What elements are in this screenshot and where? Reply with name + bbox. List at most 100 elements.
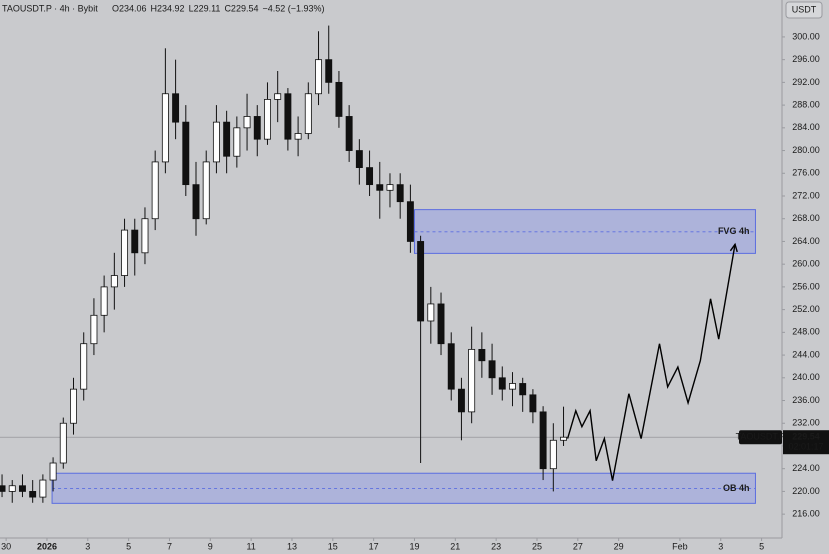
candle-body [325, 59, 333, 83]
y-tick-label: 284.00 [792, 122, 820, 132]
candle-body [192, 184, 200, 220]
y-tick-label: 252.00 [792, 304, 820, 314]
y-tick-label: 264.00 [792, 236, 820, 246]
y-tick-label: 256.00 [792, 281, 820, 291]
candle-body [406, 201, 414, 242]
x-tick-label: 30 [1, 541, 11, 551]
candle-body [366, 167, 374, 186]
x-tick-label: 2026 [37, 541, 57, 551]
x-tick-label: 27 [573, 541, 583, 551]
ohlc-value: O234.06 [112, 3, 147, 13]
candle-body [488, 360, 496, 379]
x-tick-label: 15 [328, 541, 338, 551]
candle-body [161, 93, 169, 163]
y-tick-label: 296.00 [792, 54, 820, 64]
candle-body [29, 491, 37, 498]
candle-body [560, 436, 567, 441]
candle-body [284, 93, 292, 140]
candle-body [274, 93, 282, 100]
zone-box [51, 472, 756, 504]
y-tick-label: 248.00 [792, 327, 820, 337]
x-tick-label: 3 [85, 541, 90, 551]
x-tick-label: Feb [672, 541, 688, 551]
price-tag-value: 229.54 [792, 432, 820, 442]
candle-body [39, 479, 47, 498]
x-tick-label: 17 [369, 541, 379, 551]
candle-body [243, 116, 251, 129]
candle-body [335, 81, 343, 117]
zone-label: OB 4h [723, 483, 750, 493]
y-tick-label: 220.00 [792, 486, 820, 496]
candle-body [172, 93, 180, 123]
candle-body [437, 303, 445, 345]
candle-body [468, 348, 476, 413]
y-tick-label: 244.00 [792, 349, 820, 359]
candle-body [100, 286, 108, 316]
x-tick-label: 3 [718, 541, 723, 551]
candle-body [396, 184, 404, 203]
candle-body [223, 121, 231, 157]
y-tick-label: 216.00 [792, 509, 820, 519]
candle-body [427, 303, 435, 322]
ohlc-value: H234.92 [151, 3, 185, 13]
candle-body [182, 121, 190, 186]
candle-body [386, 184, 394, 191]
candle-body [49, 462, 57, 481]
candle-body [417, 241, 425, 322]
x-tick-label: 5 [759, 541, 764, 551]
x-tick-label: 9 [208, 541, 213, 551]
y-tick-label: 272.00 [792, 190, 820, 200]
candle-body [264, 99, 271, 140]
y-tick-label: 276.00 [792, 168, 820, 178]
projection-arrowhead [729, 242, 738, 253]
y-tick-label: 240.00 [792, 372, 820, 382]
zone-label: FVG 4h [718, 226, 750, 236]
candle-body [80, 343, 88, 390]
candle-body [519, 383, 527, 396]
x-tick-label: 5 [126, 541, 131, 551]
y-tick-label: 260.00 [792, 259, 820, 269]
candle-body [202, 161, 210, 220]
candle-body [90, 314, 98, 345]
candle-body [345, 116, 353, 151]
x-tick-label: 7 [167, 541, 172, 551]
candle-body [498, 377, 506, 390]
countdown: 02:01:17 [788, 442, 823, 452]
y-tick-label: 236.00 [792, 395, 820, 405]
price-tag [783, 430, 829, 455]
candle-body [447, 343, 455, 390]
candle-body [315, 59, 322, 95]
currency-button[interactable] [785, 1, 823, 19]
x-tick-label: 19 [409, 541, 419, 551]
x-tick-label: 23 [491, 541, 501, 551]
ohlc-value: C229.54 [224, 3, 258, 13]
x-tick-label: 11 [246, 541, 255, 551]
candle-body [355, 150, 363, 168]
candle-body [529, 394, 537, 413]
y-tick-label: 280.00 [792, 145, 820, 155]
y-tick-label: 300.00 [792, 31, 820, 41]
candle-body [549, 439, 557, 470]
symbol-tag [739, 430, 782, 445]
x-tick-label: 29 [614, 541, 624, 551]
y-tick-label: 292.00 [792, 77, 820, 87]
candle-body [478, 348, 486, 362]
candle-body [141, 218, 149, 254]
candle-body [70, 388, 77, 424]
currency[interactable]: USDT [792, 4, 817, 14]
candle-body [110, 275, 118, 288]
candle-body [233, 127, 241, 157]
candle-body [294, 133, 302, 140]
ohlc-value: −4.52 (−1.93%) [262, 3, 324, 13]
candle-body [509, 383, 516, 390]
candle-body [121, 229, 129, 276]
y-tick-label: 268.00 [792, 213, 820, 223]
x-tick-label: 13 [287, 541, 297, 551]
candle-body [253, 116, 261, 140]
projection-path [566, 244, 736, 481]
candle-body [457, 388, 465, 413]
candle-body [212, 121, 220, 163]
candle-body [151, 161, 159, 220]
x-tick-label: 21 [450, 541, 460, 551]
